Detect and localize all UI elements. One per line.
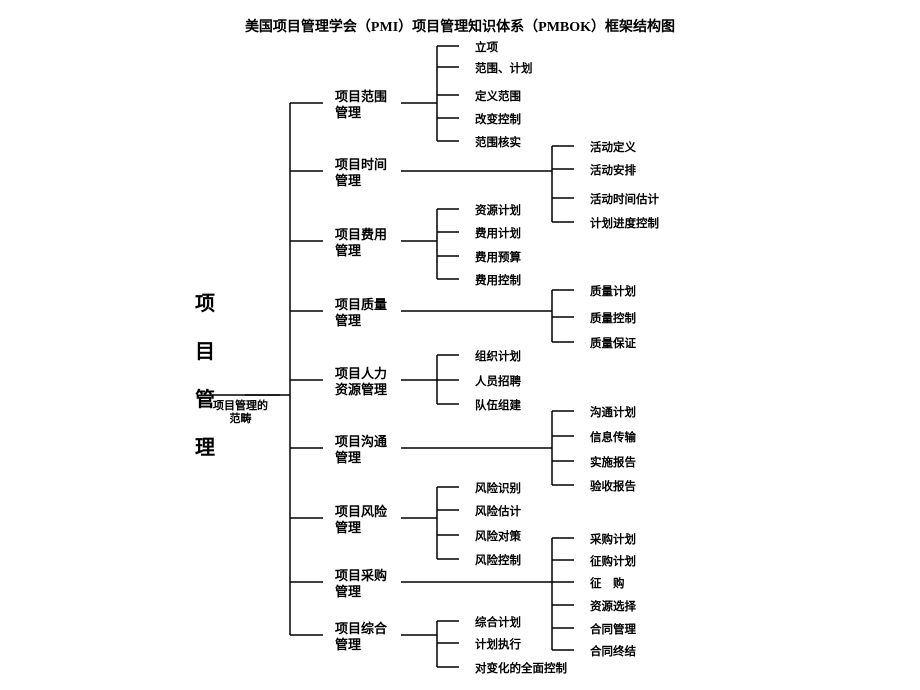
- root-char: 理: [195, 424, 215, 472]
- leaf-scope: 立项: [475, 39, 498, 55]
- leaf-comm: 验收报告: [590, 478, 636, 494]
- leaf-quality: 质量保证: [590, 335, 636, 351]
- leaf-risk: 风险对策: [475, 528, 521, 544]
- leaf-integ: 计划执行: [475, 636, 521, 652]
- leaf-procure: 合同终结: [590, 643, 636, 659]
- root-char: 管: [195, 376, 215, 424]
- l2-quality: 项目质量管理: [335, 297, 387, 328]
- leaf-comm: 信息传输: [590, 429, 636, 445]
- leaf-integ: 综合计划: [475, 614, 521, 630]
- leaf-scope: 定义范围: [475, 88, 521, 104]
- leaf-scope: 范围、计划: [475, 60, 533, 76]
- connector-lines: [0, 0, 920, 690]
- leaf-hr: 组织计划: [475, 348, 521, 364]
- leaf-risk: 风险控制: [475, 552, 521, 568]
- leaf-cost: 资源计划: [475, 202, 521, 218]
- l2-time: 项目时间管理: [335, 157, 387, 188]
- root-char: 项: [195, 280, 215, 328]
- leaf-scope: 改变控制: [475, 111, 521, 127]
- leaf-procure: 征 购: [590, 575, 625, 591]
- l2-hr: 项目人力资源管理: [335, 366, 387, 397]
- root-char: 目: [195, 328, 215, 376]
- leaf-comm: 沟通计划: [590, 404, 636, 420]
- leaf-procure: 采购计划: [590, 531, 636, 547]
- leaf-integ: 对变化的全面控制: [475, 660, 567, 676]
- root-label: 项目管理: [195, 280, 215, 472]
- leaf-time: 活动时间估计: [590, 191, 659, 207]
- l2-risk: 项目风险管理: [335, 504, 387, 535]
- leaf-risk: 风险估计: [475, 503, 521, 519]
- leaf-cost: 费用计划: [475, 225, 521, 241]
- leaf-time: 计划进度控制: [590, 215, 659, 231]
- leaf-procure: 征购计划: [590, 553, 636, 569]
- l2-scope: 项目范围管理: [335, 89, 387, 120]
- leaf-procure: 合同管理: [590, 621, 636, 637]
- l2-integ: 项目综合管理: [335, 621, 387, 652]
- l2-procure: 项目采购管理: [335, 568, 387, 599]
- leaf-quality: 质量计划: [590, 283, 636, 299]
- leaf-cost: 费用预算: [475, 249, 521, 265]
- leaf-scope: 范围核实: [475, 134, 521, 150]
- leaf-cost: 费用控制: [475, 272, 521, 288]
- leaf-hr: 人员招聘: [475, 373, 521, 389]
- l2-cost: 项目费用管理: [335, 227, 387, 258]
- leaf-risk: 风险识别: [475, 480, 521, 496]
- root-sublabel: 项目管理的范畴: [213, 400, 268, 426]
- leaf-time: 活动安排: [590, 162, 636, 178]
- leaf-hr: 队伍组建: [475, 397, 521, 413]
- leaf-procure: 资源选择: [590, 598, 636, 614]
- leaf-comm: 实施报告: [590, 454, 636, 470]
- leaf-quality: 质量控制: [590, 310, 636, 326]
- leaf-time: 活动定义: [590, 139, 636, 155]
- l2-comm: 项目沟通管理: [335, 434, 387, 465]
- diagram-page: 美国项目管理学会（PMI）项目管理知识体系（PMBOK）框架结构图 项目管理 项…: [0, 0, 920, 690]
